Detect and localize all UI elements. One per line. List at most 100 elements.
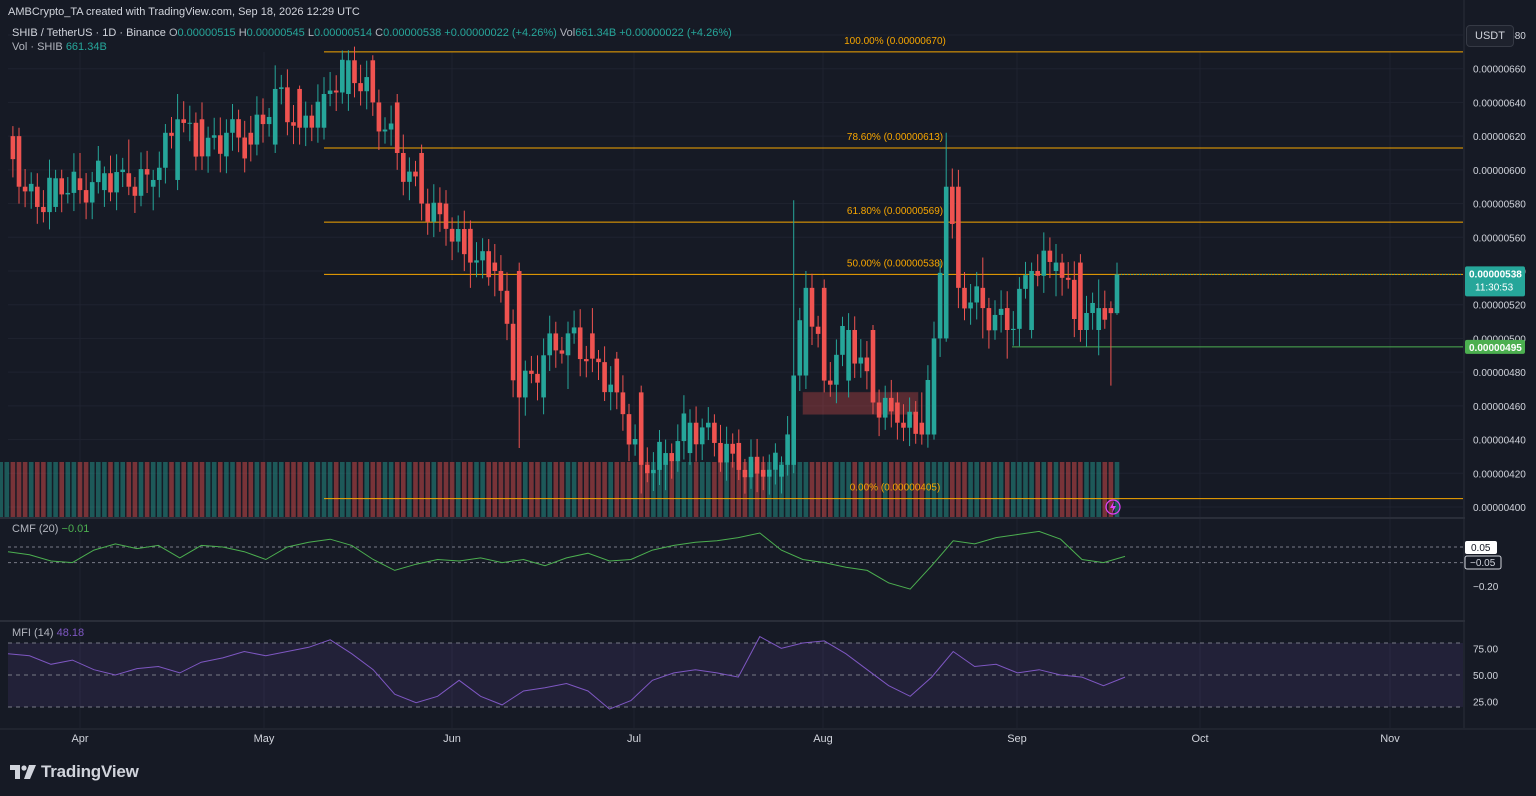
- currency-button[interactable]: USDT: [1466, 25, 1514, 47]
- volume-bar: [516, 462, 522, 517]
- volume-bar: [431, 462, 437, 517]
- candle-body: [394, 102, 400, 153]
- volume-bar: [1078, 462, 1083, 517]
- candle-body: [1084, 313, 1089, 330]
- candle-body: [218, 135, 223, 154]
- candle-body: [77, 178, 83, 191]
- symbol-name[interactable]: SHIB / TetherUS · 1D · Binance: [12, 27, 166, 39]
- mfi-legend[interactable]: MFI (14) 48.18: [12, 627, 84, 639]
- volume-bar: [998, 462, 1004, 517]
- candle-body: [1059, 262, 1065, 278]
- candle-body: [376, 102, 382, 132]
- volume-bar: [120, 462, 125, 517]
- volume-bar: [1017, 462, 1022, 517]
- price-tick: 0.00000620: [1473, 132, 1526, 143]
- candle-body: [828, 380, 833, 385]
- volume-bar: [693, 462, 699, 517]
- volume-value: 661.34B: [575, 27, 617, 39]
- candle-body: [821, 287, 827, 381]
- close-value: 0.00000538: [383, 27, 442, 39]
- volume-bar: [230, 462, 235, 517]
- candle-body: [596, 358, 601, 363]
- price-tick: 0.00000580: [1473, 200, 1526, 211]
- fibonacci-retracement[interactable]: 100.00% (0.00000670) 78.60% (0.00000613) 6…: [324, 36, 1463, 500]
- volume-bar: [443, 462, 449, 517]
- cmf-line: [7, 530, 1126, 590]
- candle-body: [175, 119, 180, 180]
- volume-bar: [541, 462, 546, 517]
- volume-bar: [352, 462, 357, 517]
- candle-body: [455, 228, 461, 242]
- fib-label: 0.00% (0.00000405): [850, 483, 941, 494]
- volume-bar: [1011, 462, 1016, 517]
- candle-body: [553, 333, 559, 351]
- volume-bar: [1084, 462, 1089, 517]
- volume-bar: [218, 462, 223, 517]
- candle-body: [809, 287, 815, 327]
- candle-body: [925, 379, 931, 435]
- cmf-tick: 0.05: [1471, 543, 1491, 554]
- time-tick: Aug: [813, 733, 833, 745]
- fib-label: 61.80% (0.00000569): [847, 206, 943, 217]
- candle-body: [108, 173, 113, 193]
- candle-body: [968, 302, 973, 309]
- candle-body: [236, 119, 241, 138]
- time-axis[interactable]: Apr May Jun Jul Aug Sep Oct Nov: [71, 733, 1400, 745]
- symbol-legend[interactable]: SHIB / TetherUS · 1D · Binance O0.000005…: [12, 27, 732, 39]
- volume-bar: [882, 462, 888, 517]
- price-tick: 0.00000480: [1473, 368, 1526, 379]
- volume-bar: [876, 462, 882, 517]
- change-value: +0.00000022 (+4.26%): [444, 27, 557, 39]
- mfi-value: 48.18: [56, 627, 85, 639]
- high-value: 0.00000545: [246, 27, 305, 39]
- volume-legend[interactable]: Vol · SHIB 661.34B: [12, 41, 107, 53]
- candle-body: [272, 88, 278, 145]
- candle-body: [718, 442, 723, 463]
- volume-bar: [974, 462, 979, 517]
- candle-body: [1017, 288, 1022, 329]
- countdown-label: 11:30:53: [1475, 282, 1514, 293]
- volume-bar: [10, 462, 16, 517]
- volume-bar: [114, 462, 119, 517]
- volume-bar: [492, 462, 498, 517]
- tradingview-logo[interactable]: TradingView: [10, 762, 139, 782]
- volume-bar: [797, 462, 803, 517]
- volume-bar: [187, 462, 193, 517]
- candle-body: [797, 320, 803, 376]
- mfi-label: MFI (14): [12, 627, 54, 639]
- candle-body: [352, 60, 357, 84]
- candle-body: [541, 355, 546, 398]
- time-tick: Jul: [627, 733, 641, 745]
- candle-body: [83, 190, 89, 203]
- candle-body: [437, 202, 443, 215]
- candle-body: [669, 453, 674, 462]
- candle-body: [1072, 279, 1077, 319]
- candle-body: [1011, 328, 1016, 330]
- volume-bar: [236, 462, 241, 517]
- volume-bar: [407, 462, 412, 517]
- axis-background: [1465, 0, 1536, 728]
- volume-bar: [205, 462, 211, 517]
- volume-bar: [803, 462, 809, 517]
- candle-body: [199, 119, 205, 157]
- candle-body: [620, 392, 626, 415]
- candle-body: [608, 384, 613, 393]
- volume-bar: [1072, 462, 1077, 517]
- time-tick: Nov: [1380, 733, 1400, 745]
- candle-body: [577, 327, 583, 360]
- cmf-legend[interactable]: CMF (20) −0.01: [12, 523, 89, 535]
- volume-bar: [303, 462, 308, 517]
- price-axis[interactable]: 0.000006800.000006600.000006400.00000620…: [1465, 0, 1536, 728]
- volume-bar: [266, 462, 272, 517]
- candle-body: [71, 171, 77, 193]
- candle-body: [815, 326, 821, 334]
- time-tick: Oct: [1191, 733, 1208, 745]
- attribution: AMBCrypto_TA created with TradingView.co…: [8, 6, 360, 18]
- candle-body: [504, 290, 510, 324]
- candle-body: [529, 370, 534, 374]
- candle-body: [834, 354, 839, 385]
- volume-bar: [462, 462, 467, 517]
- time-tick: Sep: [1007, 733, 1027, 745]
- volume-bar: [834, 462, 839, 517]
